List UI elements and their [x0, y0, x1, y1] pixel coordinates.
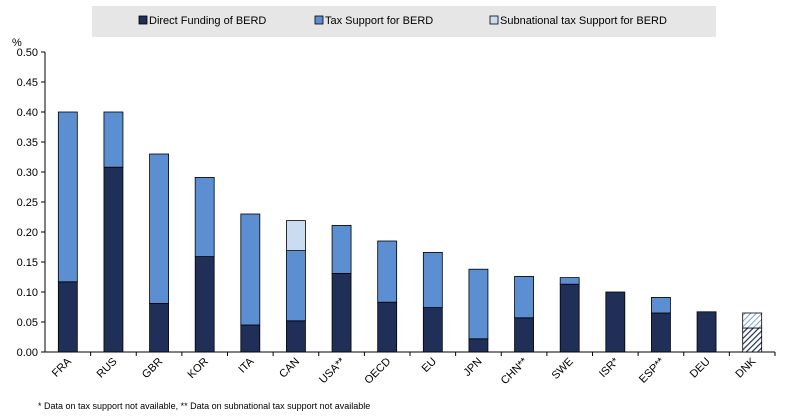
bar-segment-SWE-1	[559, 283, 580, 353]
bar-segment-EU-1	[422, 307, 443, 353]
bar-segment-CHN-1	[514, 317, 534, 353]
legend-swatch	[138, 15, 148, 25]
bar-segment-ITA-2	[240, 213, 261, 326]
x-tick-label: FRA	[50, 355, 75, 380]
x-tick-label: ITA	[236, 355, 256, 375]
bar-segment-CHN-2	[514, 275, 534, 319]
bar-segment-EU-2	[422, 251, 443, 308]
x-axis: FRA RUS GBR KOR ITA CAN USA** OECD EU JPN CHN** SWE…	[45, 351, 776, 387]
x-tick-label: USA**	[317, 355, 348, 386]
bar-segment-CAN-1	[286, 320, 306, 353]
bar-segment-FRA-2	[57, 111, 78, 283]
bar-segment-ESP-1	[651, 312, 671, 353]
legend-swatch	[314, 15, 324, 25]
y-axis: 0.00 0.05 0.10 0.15 0.20 0.25 0.30 0.35 0.40 0.45…	[17, 47, 46, 359]
bar-segment-USA-1	[331, 272, 352, 353]
y-tick-label: 0.00	[17, 347, 38, 359]
x-tick-label: CHN**	[499, 355, 531, 387]
legend-label: Subnational tax Support for BERD	[500, 15, 667, 27]
bars-group	[57, 111, 763, 353]
bar-segment-JPN-1	[468, 338, 489, 353]
y-tick-label: 0.15	[17, 257, 38, 269]
y-tick-label: 0.45	[17, 77, 38, 89]
bar-segment-CAN-3	[286, 220, 306, 252]
x-tick-label: DEU	[688, 356, 713, 381]
bar-segment-RUS-1	[103, 166, 124, 353]
x-tick-label: SWE	[550, 356, 576, 382]
y-tick-label: 0.30	[17, 167, 38, 179]
y-tick-label: 0.25	[17, 197, 38, 209]
x-tick-label: EU	[420, 356, 439, 375]
bar-segment-KOR-2	[194, 176, 215, 257]
y-tick-label: 0.20	[17, 227, 38, 239]
x-tick-label: OECD	[362, 356, 393, 387]
y-tick-label: 0.50	[17, 47, 38, 59]
bar-segment-DEU-1	[696, 311, 717, 353]
x-tick-label: DNK	[733, 355, 758, 380]
bar-segment-KOR-1	[194, 256, 215, 353]
bar-segment-SWE-2	[559, 277, 580, 285]
bar-segment-RUS-2	[103, 111, 124, 168]
bar-segment-OECD-1	[377, 301, 398, 353]
legend-label: Direct Funding of BERD	[149, 15, 266, 27]
bar-segment-ITA-1	[240, 324, 261, 353]
footnote: * Data on tax support not available, ** …	[38, 401, 370, 411]
x-tick-label: ISR*	[597, 355, 622, 380]
bar-segment-DNK-1	[742, 327, 763, 353]
x-tick-label: ESP**	[637, 355, 668, 386]
bar-segment-DNK-3	[742, 312, 763, 329]
legend-background	[92, 6, 716, 37]
x-tick-label: GBR	[140, 356, 165, 381]
bar-segment-FRA-1	[57, 281, 78, 353]
bar-segment-GBR-2	[149, 153, 169, 304]
y-tick-label: 0.10	[17, 287, 38, 299]
y-tick-label: 0.05	[17, 317, 38, 329]
bar-segment-ESP-2	[651, 296, 671, 314]
legend: Direct Funding of BERD Tax Support for BE…	[92, 6, 716, 37]
bar-segment-JPN-2	[468, 268, 489, 340]
x-tick-label: KOR	[185, 356, 210, 381]
bar-segment-ISR-1	[605, 291, 626, 353]
y-tick-label: 0.40	[17, 107, 38, 119]
bar-segment-GBR-1	[149, 302, 169, 353]
y-axis-label: %	[12, 37, 22, 49]
bar-segment-OECD-2	[377, 240, 398, 303]
x-tick-label: JPN	[461, 356, 484, 379]
legend-label: Tax Support for BERD	[325, 15, 433, 27]
y-tick-label: 0.35	[17, 137, 38, 149]
x-tick-label: CAN	[277, 356, 302, 381]
bar-segment-USA-2	[331, 224, 352, 274]
bar-segment-CAN-2	[286, 250, 306, 322]
x-tick-label: RUS	[95, 356, 120, 381]
legend-swatch	[489, 15, 499, 25]
